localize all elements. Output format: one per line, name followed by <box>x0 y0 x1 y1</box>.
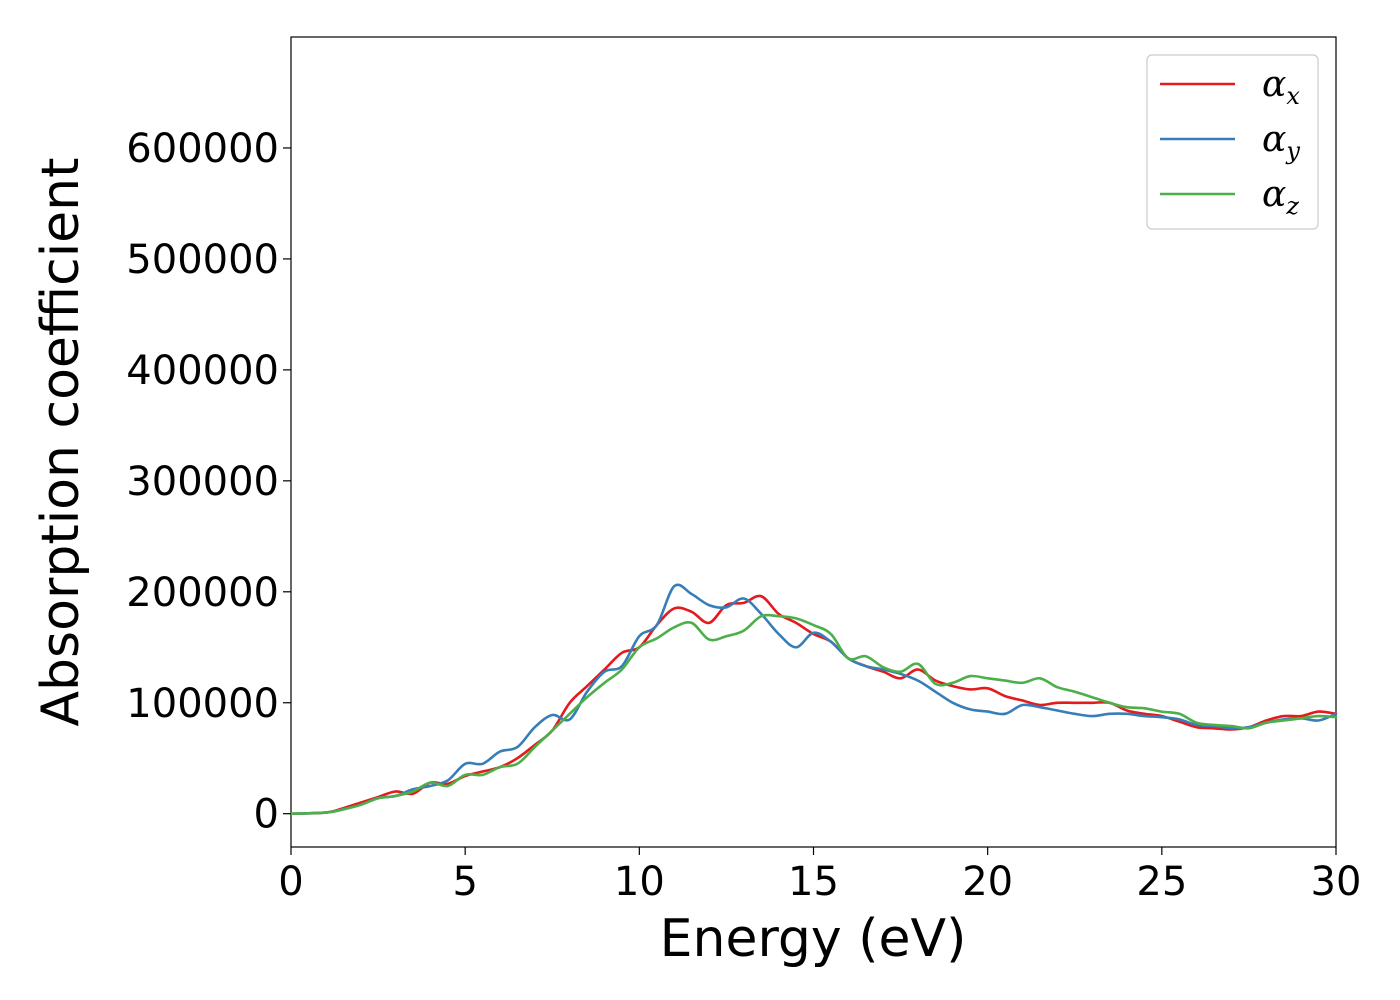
series-line-alpha-y <box>289 583 1338 815</box>
x-tick-label: 15 <box>788 859 839 905</box>
y-tick-label: 400000 <box>126 348 279 394</box>
x-tick-label: 25 <box>1136 859 1187 905</box>
y-axis-title: Absorption coefficient <box>31 157 91 726</box>
y-axis: 0 100000 200000 300000 400000 500000 600000 <box>126 126 291 838</box>
x-axis-title: Energy (eV) <box>660 909 967 969</box>
x-tick-label: 10 <box>614 859 665 905</box>
series-layer <box>289 583 1338 815</box>
series-line-alpha-z <box>289 613 1338 815</box>
x-tick-label: 30 <box>1311 859 1362 905</box>
y-tick-label: 0 <box>254 792 279 838</box>
legend-label-alpha-y: αy <box>1262 119 1300 165</box>
y-tick-label: 600000 <box>126 126 279 172</box>
y-tick-label: 300000 <box>126 459 279 505</box>
y-tick-label: 200000 <box>126 570 279 616</box>
x-tick-label: 20 <box>962 859 1013 905</box>
legend-label-alpha-z: αz <box>1262 174 1299 220</box>
y-tick-label: 100000 <box>126 681 279 727</box>
x-tick-label: 5 <box>452 859 477 905</box>
legend-label-alpha-x: αx <box>1262 64 1300 110</box>
y-tick-label: 500000 <box>126 237 279 283</box>
x-axis: 0 5 10 15 20 25 30 <box>278 847 1361 905</box>
legend-box <box>1146 54 1319 230</box>
x-tick-label: 0 <box>278 859 303 905</box>
legend: αx αy αz <box>1146 54 1319 230</box>
